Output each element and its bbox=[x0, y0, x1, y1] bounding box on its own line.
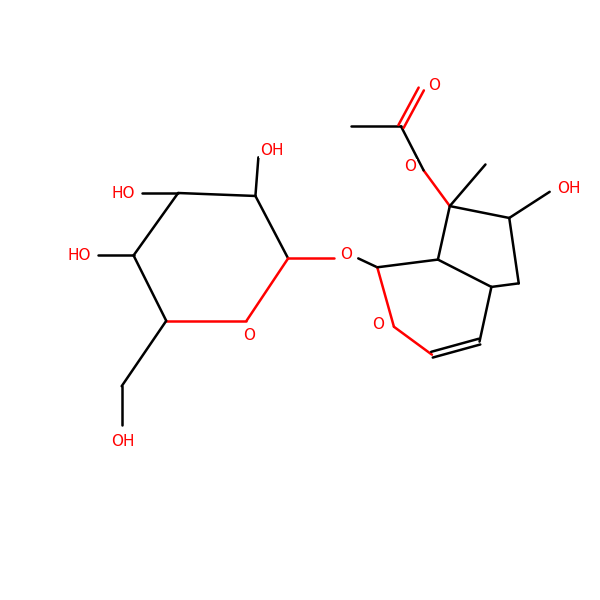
Text: HO: HO bbox=[67, 248, 91, 263]
Text: O: O bbox=[340, 247, 352, 262]
Text: O: O bbox=[428, 78, 440, 93]
Text: OH: OH bbox=[111, 434, 134, 449]
Text: O: O bbox=[372, 317, 384, 332]
Text: O: O bbox=[243, 328, 255, 343]
Text: HO: HO bbox=[112, 185, 135, 200]
Text: OH: OH bbox=[260, 143, 283, 158]
Text: O: O bbox=[404, 160, 416, 175]
Text: OH: OH bbox=[557, 181, 580, 196]
